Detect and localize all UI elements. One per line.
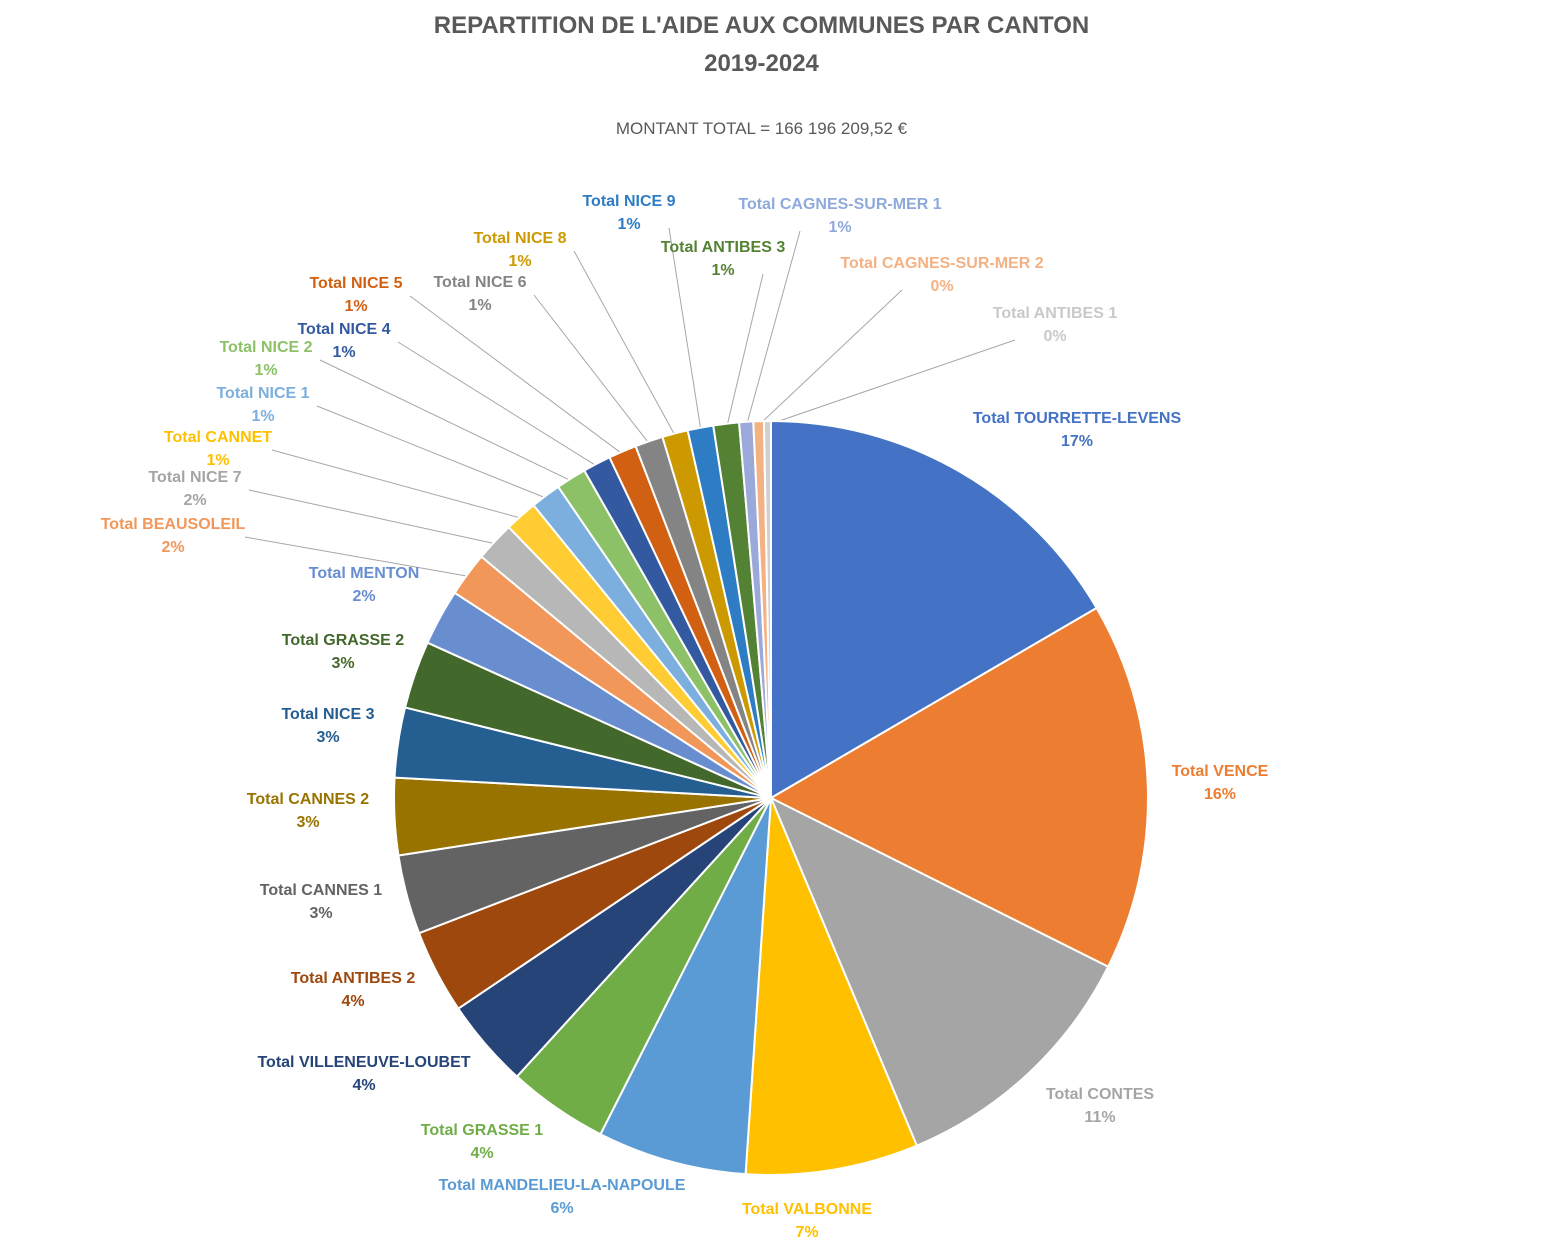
leader-line-nice-1 (316, 405, 549, 500)
pie-slice-vence (768, 606, 1149, 969)
leader-line-cagnes-sur-mer-2 (758, 289, 903, 426)
slice-percent-antibes-1: 0% (1043, 328, 1066, 345)
slice-label-nice-3: Total NICE 3 (281, 706, 374, 723)
slice-label-antibes-1: Total ANTIBES 1 (993, 305, 1118, 322)
slice-percent-nice-4: 1% (332, 344, 355, 361)
pie-slice-mandelieu-la-napoule (599, 797, 772, 1176)
leader-line-nice-8 (573, 250, 677, 438)
pie-slice-antibes-1 (762, 419, 772, 799)
slice-percent-nice-2: 1% (254, 362, 277, 379)
slice-label-valbonne: Total VALBONNE (742, 1201, 872, 1218)
slice-percent-contes: 11% (1084, 1109, 1115, 1126)
slice-label-tourrette-levens: Total TOURRETTE-LEVENS (973, 410, 1182, 427)
slice-label-mandelieu-la-napoule: Total MANDELIEU-LA-NAPOULE (439, 1177, 686, 1194)
slice-percent-menton: 2% (352, 588, 375, 605)
leader-line-nice-2 (319, 359, 574, 483)
slice-percent-mandelieu-la-napoule: 6% (550, 1200, 573, 1217)
slice-label-nice-6: Total NICE 6 (433, 274, 526, 291)
slice-percent-nice-3: 3% (316, 729, 339, 746)
pie-slice-valbonne (744, 797, 919, 1176)
slice-label-nice-8: Total NICE 8 (473, 230, 566, 247)
leader-line-nice-4 (397, 341, 599, 468)
slice-percent-cagnes-sur-mer-2: 0% (930, 278, 953, 295)
leader-line-nice-7 (248, 489, 498, 545)
slice-percent-antibes-3: 1% (711, 262, 734, 279)
leader-line-nice-9 (668, 227, 702, 432)
slice-percent-nice-6: 1% (468, 297, 491, 314)
slice-label-cannes-2: Total CANNES 2 (247, 791, 369, 808)
slice-label-villeneuve-loubet: Total VILLENEUVE-LOUBET (257, 1054, 470, 1071)
slice-percent-antibes-2: 4% (341, 993, 364, 1010)
leader-line-antibes-3 (726, 273, 764, 428)
slice-label-vence: Total VENCE (1172, 763, 1269, 780)
slice-label-beausoleil: Total BEAUSOLEIL (101, 516, 246, 533)
slice-percent-villeneuve-loubet: 4% (352, 1077, 375, 1094)
slice-percent-beausoleil: 2% (161, 539, 184, 556)
leader-line-antibes-1 (767, 339, 1016, 426)
slice-label-cannet: Total CANNET (164, 429, 272, 446)
slice-percent-nice-1: 1% (251, 408, 274, 425)
slice-label-grasse-1: Total GRASSE 1 (421, 1122, 543, 1139)
slice-label-contes: Total CONTES (1046, 1086, 1154, 1103)
slice-percent-valbonne: 7% (795, 1224, 818, 1241)
slice-label-nice-5: Total NICE 5 (309, 275, 402, 292)
leader-line-cannet (271, 449, 524, 520)
chart-title-years: 2019-2024 (704, 50, 819, 77)
slice-label-nice-9: Total NICE 9 (582, 193, 675, 210)
slice-label-antibes-3: Total ANTIBES 3 (661, 239, 786, 256)
slice-percent-cannet: 1% (206, 452, 229, 469)
slice-label-nice-7: Total NICE 7 (148, 469, 241, 486)
slice-percent-nice-5: 1% (344, 298, 367, 315)
slice-percent-grasse-2: 3% (331, 655, 354, 672)
leader-line-beausoleil (244, 536, 471, 578)
chart-subtitle-total-amount: MONTANT TOTAL = 166 196 209,52 € (615, 119, 908, 138)
slice-label-nice-1: Total NICE 1 (216, 385, 309, 402)
leader-line-nice-6 (533, 294, 651, 446)
slice-percent-vence: 16% (1204, 786, 1236, 803)
slice-label-cagnes-sur-mer-2: Total CAGNES-SUR-MER 2 (840, 255, 1043, 272)
slice-percent-nice-7: 2% (183, 492, 206, 509)
slice-label-menton: Total MENTON (309, 565, 420, 582)
leader-line-nice-5 (409, 295, 625, 456)
slice-label-cagnes-sur-mer-1: Total CAGNES-SUR-MER 1 (738, 196, 941, 213)
slice-percent-cagnes-sur-mer-1: 1% (828, 219, 851, 236)
slice-label-nice-4: Total NICE 4 (297, 321, 390, 338)
slice-percent-tourrette-levens: 17% (1061, 433, 1093, 450)
chart-title: REPARTITION DE L'AIDE AUX COMMUNES PAR C… (433, 12, 1090, 39)
slice-percent-cannes-1: 3% (309, 905, 332, 922)
slice-percent-grasse-1: 4% (470, 1145, 493, 1162)
slice-percent-nice-8: 1% (508, 253, 531, 270)
leader-line-cagnes-sur-mer-1 (745, 230, 801, 426)
slice-label-nice-2: Total NICE 2 (219, 339, 312, 356)
slice-label-antibes-2: Total ANTIBES 2 (291, 970, 416, 987)
slice-percent-nice-9: 1% (617, 216, 640, 233)
slice-label-cannes-1: Total CANNES 1 (260, 882, 382, 899)
pie-slice-tourrette-levens (770, 419, 1098, 800)
pie-slice-contes (769, 795, 1110, 1147)
slice-label-grasse-2: Total GRASSE 2 (282, 632, 404, 649)
slice-percent-cannes-2: 3% (296, 814, 319, 831)
